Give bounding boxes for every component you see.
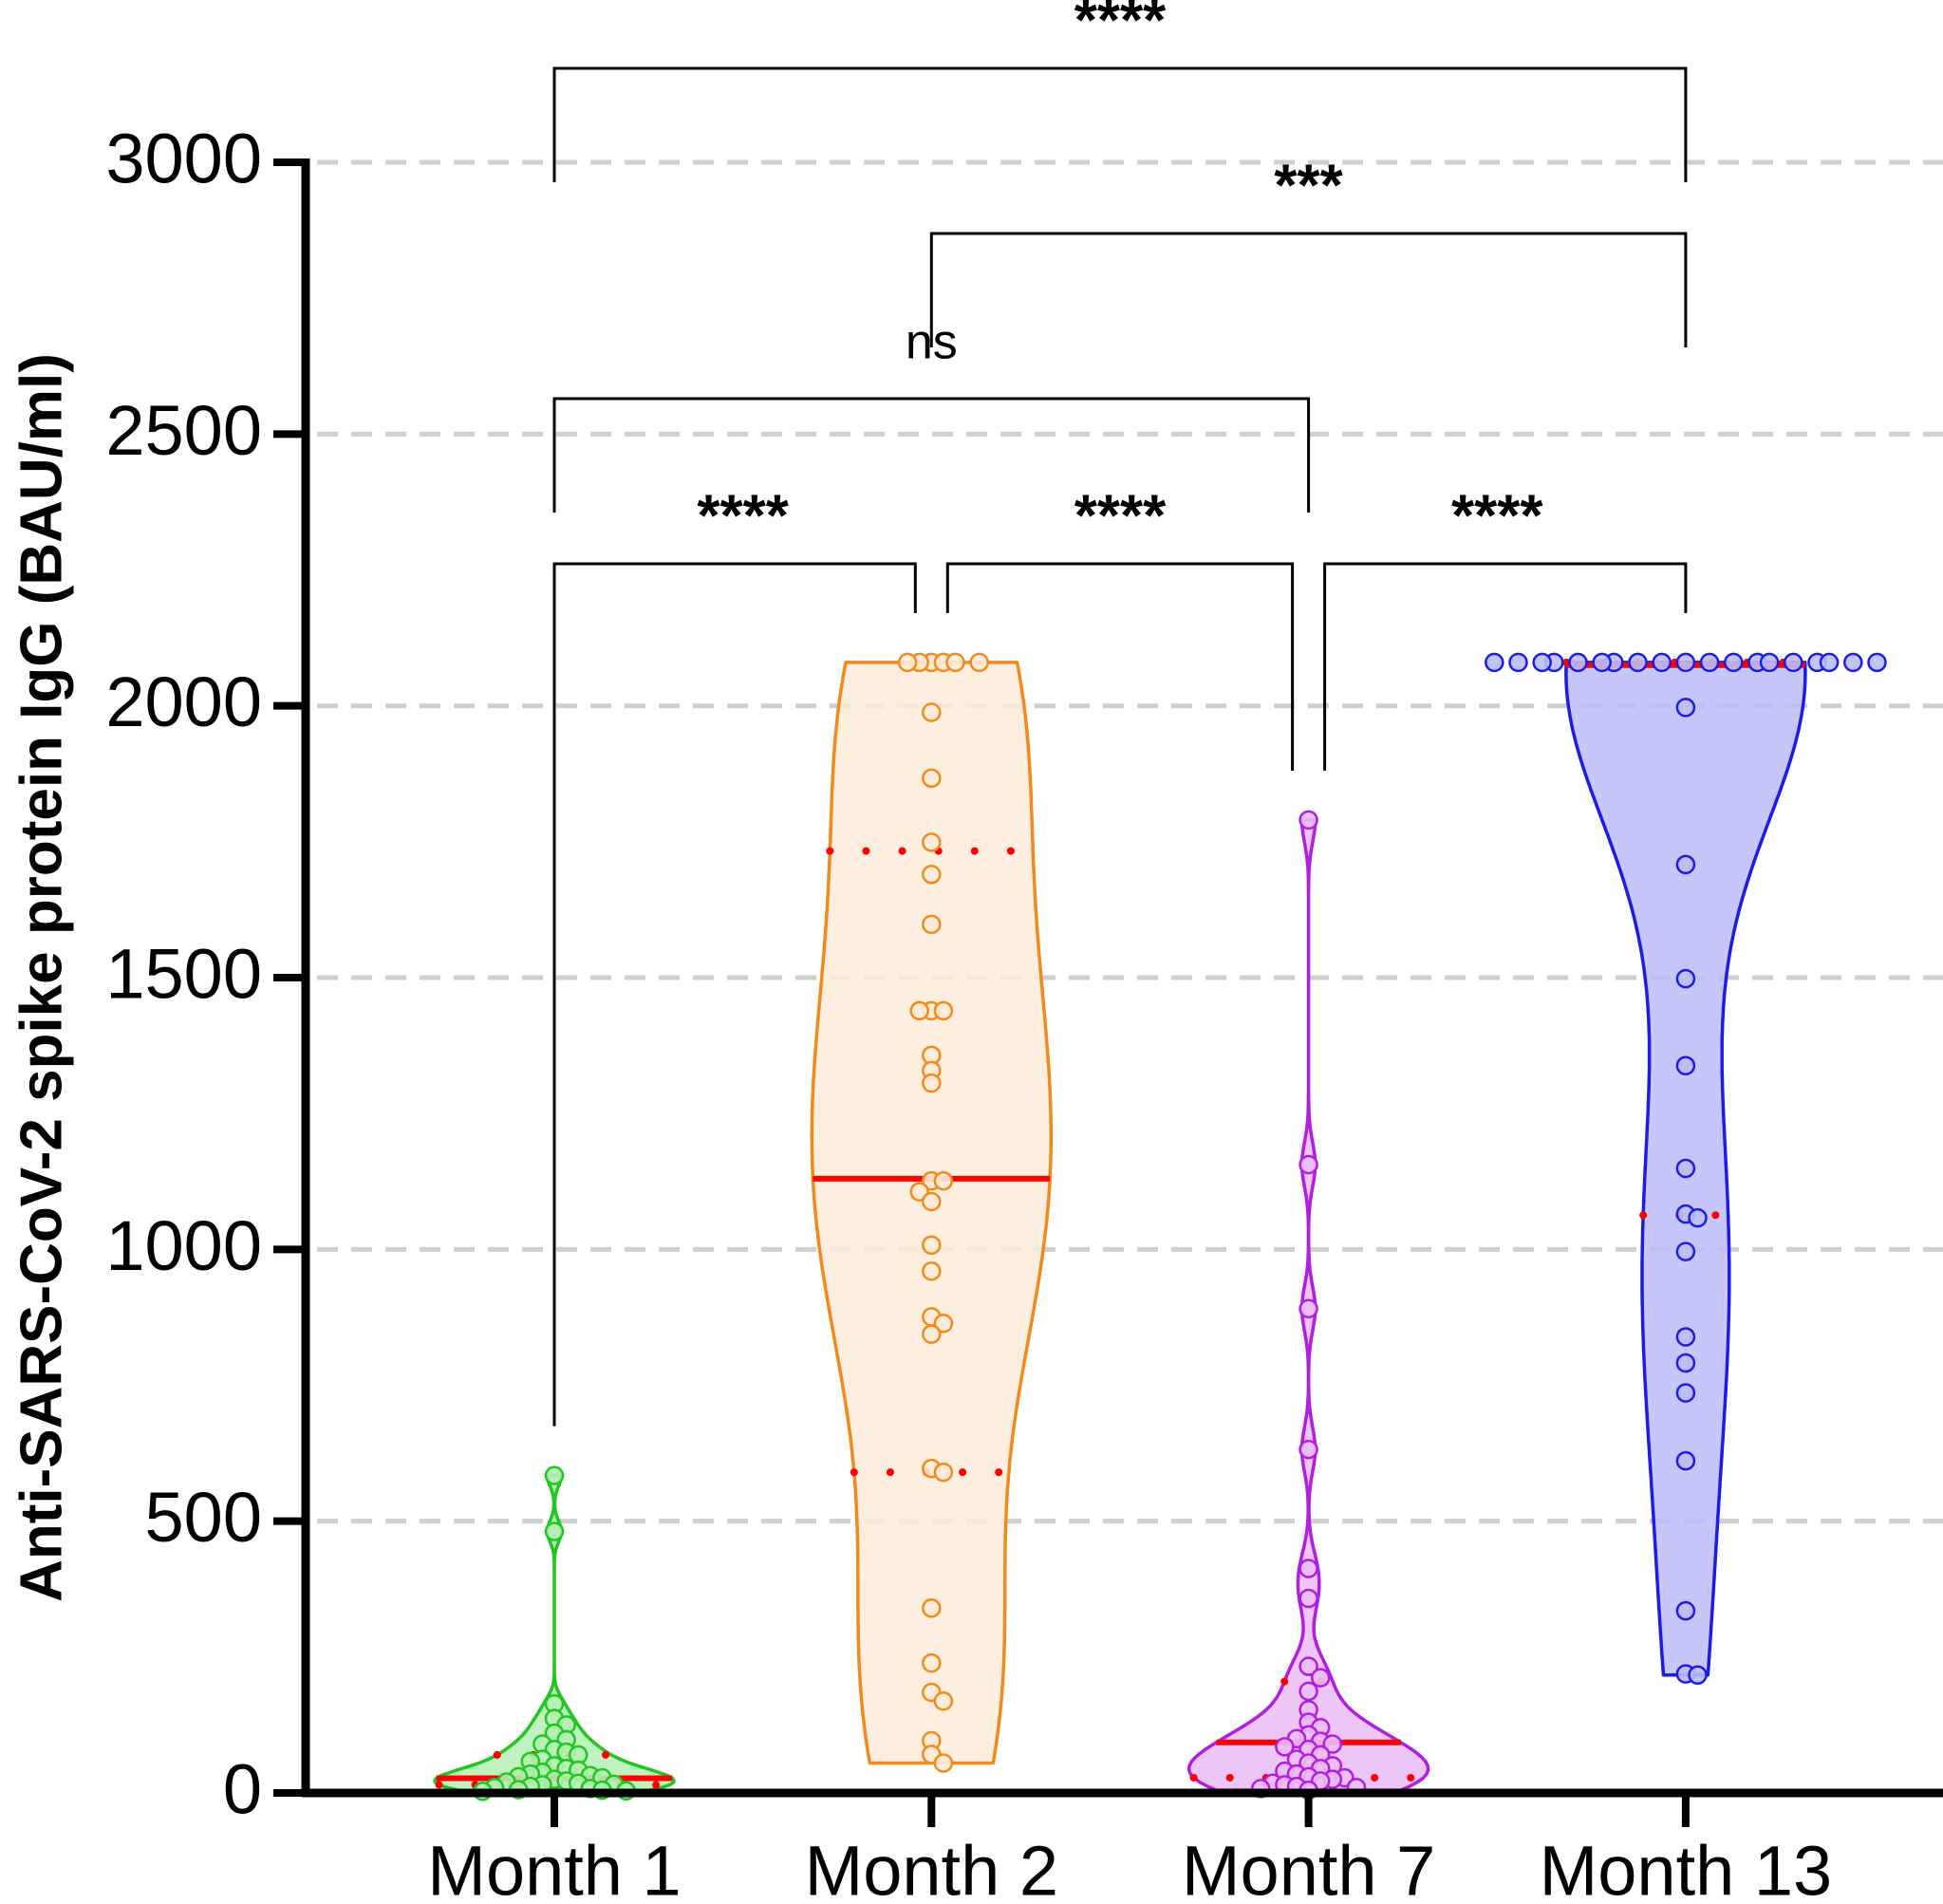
data-point	[897, 652, 918, 673]
data-point	[1592, 652, 1612, 673]
data-point	[933, 1462, 954, 1483]
data-point	[1675, 1600, 1696, 1621]
data-point	[1688, 1665, 1708, 1685]
y-tick-label: 2500	[105, 391, 262, 470]
data-point	[1298, 810, 1318, 831]
data-point	[1298, 1298, 1318, 1319]
y-tick-label: 0	[223, 1750, 262, 1829]
data-point	[544, 1521, 565, 1541]
data-point	[922, 1260, 942, 1281]
y-tick-label: 1000	[105, 1206, 262, 1285]
data-point	[544, 1465, 565, 1485]
data-point	[1688, 1207, 1708, 1228]
data-point	[933, 1313, 954, 1334]
data-point	[1759, 652, 1780, 673]
data-point	[922, 702, 942, 722]
data-point	[922, 1652, 942, 1673]
data-point	[922, 1324, 942, 1344]
data-point	[1275, 1737, 1295, 1757]
data-point	[1675, 854, 1696, 875]
data-point	[1508, 652, 1528, 673]
data-point	[922, 1073, 942, 1093]
y-tick-label: 2000	[105, 663, 262, 741]
data-point	[1675, 968, 1696, 989]
y-tick-label: 500	[145, 1478, 262, 1557]
data-point	[1675, 698, 1696, 718]
y-tick-label: 1500	[105, 935, 262, 1014]
data-point	[1675, 652, 1696, 673]
data-point	[1298, 1154, 1318, 1175]
data-point	[1568, 652, 1588, 673]
data-point	[1675, 1383, 1696, 1403]
violin	[810, 661, 1054, 1765]
data-point	[1532, 652, 1552, 673]
data-point	[1724, 652, 1744, 673]
significance-label: ****	[1074, 0, 1167, 53]
data-point	[933, 1753, 954, 1773]
y-tick-label: 3000	[105, 120, 262, 198]
data-point	[1784, 652, 1803, 673]
data-point	[1699, 652, 1720, 673]
data-point	[933, 1170, 954, 1191]
data-point	[1298, 1656, 1318, 1676]
significance-bracket	[1323, 562, 1688, 771]
data-point	[1298, 1559, 1318, 1578]
data-point	[1298, 1588, 1318, 1609]
data-point	[1819, 652, 1840, 673]
data-point	[922, 1191, 942, 1212]
data-point	[1298, 1681, 1318, 1702]
data-point	[1675, 1055, 1696, 1076]
data-point	[922, 1235, 942, 1256]
significance-label: ****	[1074, 483, 1167, 549]
data-point	[933, 1000, 954, 1021]
data-point	[1843, 652, 1863, 673]
data-point	[922, 914, 942, 935]
data-point	[1485, 652, 1504, 673]
significance-bracket	[945, 562, 1295, 771]
significance-label: ****	[697, 483, 789, 549]
y-axis-label: Anti-SARS-CoV-2 spike protein IgG (BAU/m…	[9, 353, 74, 1602]
significance-bracket	[929, 232, 1688, 347]
data-point	[1867, 652, 1887, 673]
data-point	[1675, 1241, 1696, 1261]
data-point	[1675, 1158, 1696, 1179]
data-point	[1298, 1439, 1318, 1460]
data-point	[945, 652, 965, 673]
data-point	[1628, 652, 1648, 673]
significance-bracket	[552, 66, 1688, 182]
x-tick-label: Month 1	[427, 1832, 681, 1904]
data-point	[922, 1598, 942, 1618]
data-point	[1310, 1668, 1331, 1688]
x-tick-label: Month 13	[1540, 1832, 1833, 1904]
data-point	[933, 1690, 954, 1711]
x-tick-label: Month 7	[1182, 1832, 1435, 1904]
data-point	[922, 864, 942, 885]
significance-label: ***	[1274, 153, 1343, 218]
data-point	[922, 832, 942, 852]
data-point	[1675, 1327, 1696, 1347]
data-point	[969, 652, 989, 673]
data-point	[1322, 1734, 1343, 1754]
x-tick-label: Month 2	[805, 1832, 1058, 1904]
data-point	[922, 768, 942, 789]
data-point	[1652, 652, 1672, 673]
significance-bracket	[552, 562, 917, 1427]
significance-label: ****	[1451, 483, 1543, 549]
significance-bracket	[552, 397, 1311, 513]
data-point	[1675, 1450, 1696, 1471]
data-point	[909, 1000, 929, 1021]
data-point	[1675, 1353, 1696, 1373]
